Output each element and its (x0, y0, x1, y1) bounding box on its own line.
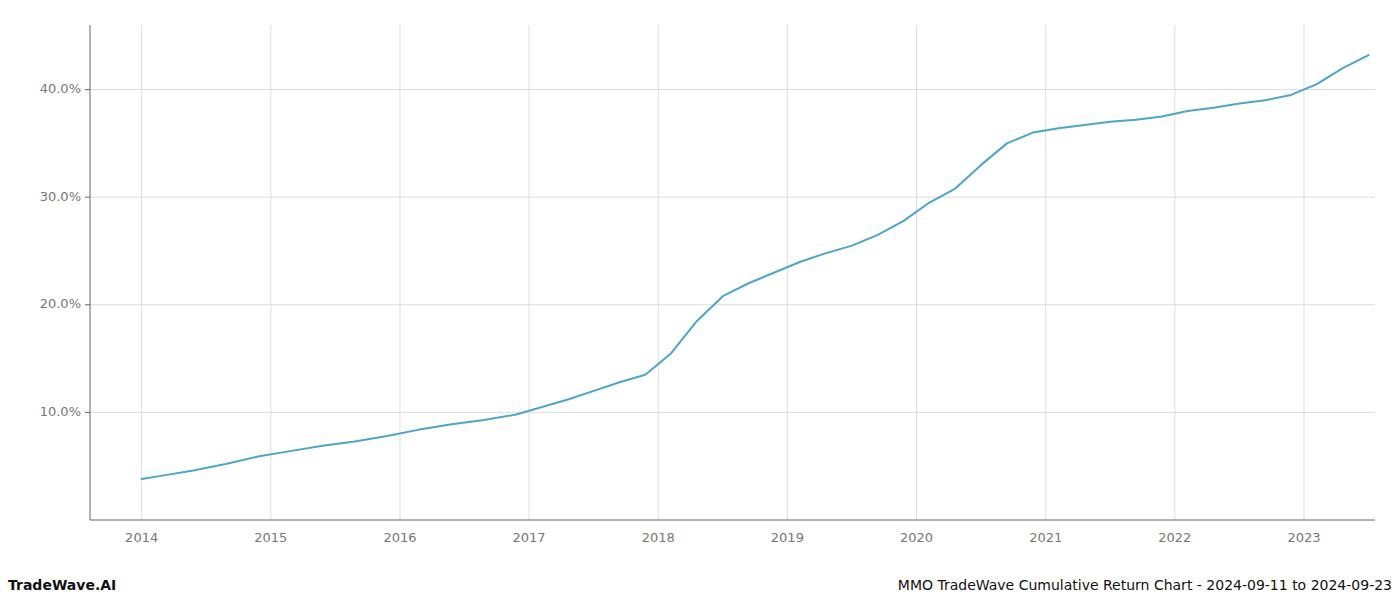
x-tick-label: 2017 (513, 530, 546, 545)
grid-line-y (90, 412, 1375, 413)
grid-line-x (529, 25, 530, 520)
x-tick-label: 2021 (1029, 530, 1062, 545)
y-tick (85, 412, 90, 413)
y-axis-line (90, 25, 91, 520)
plot-data (142, 55, 1369, 479)
x-tick-label: 2023 (1287, 530, 1320, 545)
grid-line-x (787, 25, 788, 520)
x-axis-line (90, 520, 1375, 521)
grid-line-x (1303, 25, 1304, 520)
grid-line-x (1045, 25, 1046, 520)
axes: 10.0% 20.0% 30.0% 40.0% 2014 2015 2016 2017 2018… (40, 25, 1375, 545)
y-tick-label: 40.0% (40, 81, 81, 96)
y-tick (85, 197, 90, 198)
line (142, 55, 1369, 479)
grid-line-x (916, 25, 917, 520)
x-tick-label: 2014 (125, 530, 158, 545)
grid-line-x (399, 25, 400, 520)
x-tick-label: 2018 (642, 530, 675, 545)
grid-line-x (1174, 25, 1175, 520)
grid-line-y (90, 304, 1375, 305)
x-tick-label: 2016 (383, 530, 416, 545)
chart: 10.0% 20.0% 30.0% 40.0% 2014 2015 2016 2017 2018… (0, 0, 1400, 600)
grid-line-x (270, 25, 271, 520)
x-tick-label: 2022 (1158, 530, 1191, 545)
page: {"chart_data": { "type": "line", "title"… (0, 0, 1400, 600)
x-tick-label: 2020 (900, 530, 933, 545)
grid-line-y (90, 89, 1375, 90)
x-tick-label: 2019 (771, 530, 804, 545)
y-tick (85, 89, 90, 90)
grid-line-y (90, 197, 1375, 198)
y-tick-label: 30.0% (40, 189, 81, 204)
y-tick-label: 20.0% (40, 296, 81, 311)
y-tick (85, 304, 90, 305)
annotation: TradeWave.AI (8, 577, 116, 593)
grid-line-x (141, 25, 142, 520)
y-tick-label: 10.0% (40, 404, 81, 419)
x-tick-label: 2015 (254, 530, 287, 545)
title: MMO TradeWave Cumulative Return Chart - … (898, 577, 1392, 593)
grid (90, 25, 1375, 520)
grid-line-x (658, 25, 659, 520)
texts: TradeWave.AI MMO TradeWave Cumulative Ret… (8, 577, 1392, 593)
